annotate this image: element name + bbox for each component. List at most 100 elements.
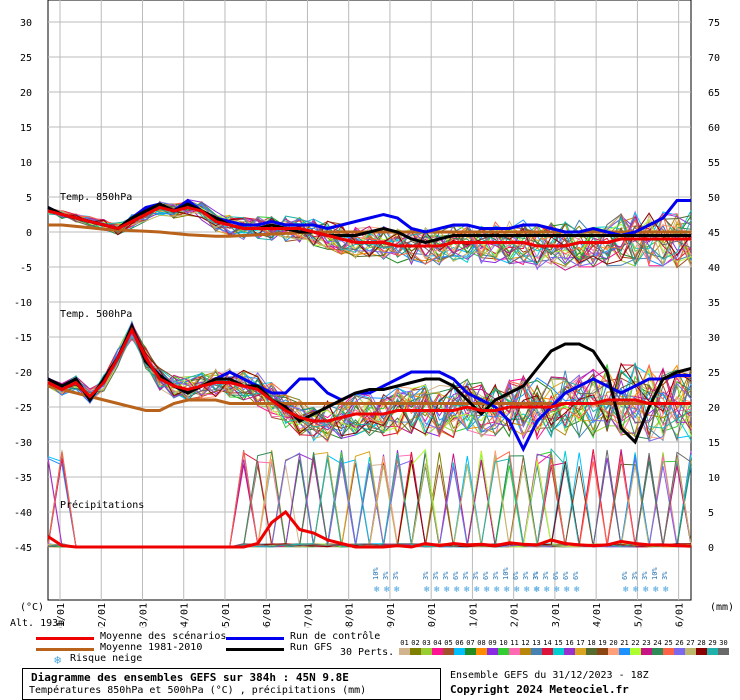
legend-label-climo: Moyenne 1981-2010 [100, 642, 203, 653]
snow-risk-pct: 6% [452, 571, 460, 580]
snowflake-icon: ❄ [394, 585, 400, 595]
left-tick-label: -40 [14, 508, 32, 519]
copyright: Copyright 2024 Meteociel.fr [450, 683, 629, 696]
legend-area: Moyenne des scénarios Moyenne 1981-2010 … [0, 628, 740, 700]
snowflake-icon: ❄ [424, 585, 430, 595]
t850-gfs-line [47, 202, 691, 245]
member-t850-line [47, 206, 692, 267]
x-tick-label: 15/01 [633, 603, 644, 628]
snow-risk-pct: 6% [512, 571, 520, 580]
snowflake-icon: ❄ [454, 585, 460, 595]
legend-swatch-control [226, 637, 284, 640]
pert-id: 17 [576, 639, 585, 647]
right-tick-label: 50 [708, 193, 720, 204]
x-tick-label: 16/01 [675, 603, 686, 628]
pert-id: 01 [400, 639, 409, 647]
snow-risk-pct: 3% [522, 571, 530, 580]
label-t500: Temp. 500hPa [60, 309, 132, 320]
t500-mean-line [47, 326, 691, 423]
altitude-label: Alt. 193m [10, 618, 64, 628]
pert-id: 06 [455, 639, 464, 647]
pert-id: 16 [565, 639, 574, 647]
snow-risk-pct: 3% [492, 571, 500, 580]
pert-color-swatch [443, 648, 454, 655]
snowflake-icon: ❄ [524, 585, 530, 595]
x-tick-label: 09/01 [386, 603, 397, 628]
snow-risk-pct: 3% [661, 571, 669, 580]
right-axis-unit: (mm) [710, 602, 734, 613]
pert-id: 11 [510, 639, 519, 647]
snow-risk-pct: 3% [641, 571, 649, 580]
pert-id: 19 [598, 639, 607, 647]
left-axis-unit: (°C) [20, 602, 44, 613]
right-tick-label: 65 [708, 88, 720, 99]
x-tick-label: 08/01 [345, 603, 356, 628]
snowflake-icon: ❄ [464, 585, 470, 595]
label-precip: Précipitations [60, 499, 144, 511]
snow-risk-pct: 3% [631, 571, 639, 580]
pert-color-swatch [652, 648, 663, 655]
snowflake-icon: ❄ [574, 585, 580, 595]
right-tick-label: 55 [708, 158, 720, 169]
x-tick-label: 06/01 [262, 603, 273, 628]
pert-id: 08 [477, 639, 486, 647]
plot-frame [47, 0, 692, 601]
snowflake-icon: ❄ [504, 585, 510, 595]
legend-label-gfs: Run GFS [290, 642, 333, 653]
snowflake-icon: ❄ [633, 585, 639, 595]
pert-id: 20 [609, 639, 618, 647]
pert-color-swatch [476, 648, 487, 655]
x-tick-label: 14/01 [592, 603, 603, 628]
snowflake-icon: ❄ [534, 585, 540, 595]
pert-color-swatch [674, 648, 685, 655]
left-tick-label: 20 [20, 88, 32, 99]
snowflake-icon: ❄ [623, 585, 629, 595]
pert-color-swatch [696, 648, 707, 655]
snow-risk-pct: 6% [562, 571, 570, 580]
x-tick-label: 07/01 [303, 603, 314, 628]
pert-color-swatch [641, 648, 652, 655]
pert-id: 28 [697, 639, 706, 647]
snowflake-icon: ❄ [544, 585, 550, 595]
left-tick-label: -10 [14, 298, 32, 309]
x-tick-label: 05/01 [221, 603, 232, 628]
pert-color-swatch [663, 648, 674, 655]
pert-id: 30 [719, 639, 728, 647]
member-t500-line [47, 328, 692, 443]
x-tick-label: 13/01 [551, 603, 562, 628]
right-tick-label: 70 [708, 53, 720, 64]
pert-color-swatch [509, 648, 520, 655]
snow-risk-pct: 6% [572, 571, 580, 580]
snow-risk-pct: 10% [502, 567, 510, 580]
precip-mean-line [47, 509, 692, 549]
pert-id: 07 [466, 639, 475, 647]
member-t500-line [47, 329, 692, 440]
run-info: Ensemble GEFS du 31/12/2023 - 18Z Copyri… [450, 670, 649, 696]
snowflake-icon: ❄ [474, 585, 480, 595]
member-t500-line [47, 321, 692, 436]
ensemble-chart: 10%❄3%❄3%❄3%❄3%❄3%❄6%❄3%❄3%❄6%❄3%❄10%❄6%… [10, 0, 734, 628]
snowflake-icon: ❄ [444, 585, 450, 595]
snowflake-icon: ❄ [434, 585, 440, 595]
right-tick-label: 75 [708, 18, 720, 29]
snow-risk-pct: 3% [442, 571, 450, 580]
pert-color-swatch [619, 648, 630, 655]
x-tick-label: 11/01 [468, 603, 479, 628]
right-tick-label: 40 [708, 263, 720, 274]
t850-mean-line [47, 205, 691, 248]
pert-color-swatch [421, 648, 432, 655]
pert-color-swatch [531, 648, 542, 655]
legend-swatch-gfs [226, 648, 284, 651]
left-tick-label: -45 [14, 543, 32, 554]
legend-label-mean: Moyenne des scénarios [100, 631, 227, 642]
pert-color-swatch [498, 648, 509, 655]
left-tick-label: 30 [20, 18, 32, 29]
pert-color-swatch [597, 648, 608, 655]
pert-color-swatch [399, 648, 410, 655]
pert-id: 10 [499, 639, 508, 647]
pert-color-swatch [454, 648, 465, 655]
right-tick-label: 30 [708, 333, 720, 344]
pert-id: 15 [554, 639, 563, 647]
pert-color-swatch [520, 648, 531, 655]
snow-risk-pct: 3% [422, 571, 430, 580]
